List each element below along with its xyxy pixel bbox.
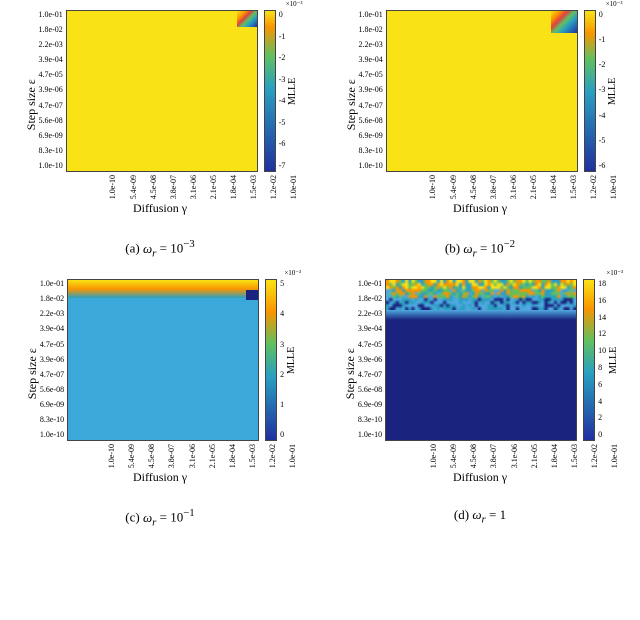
yticks-d: 1.0e-011.8e-022.2e-033.9e-044.7e-053.9e-… [358,279,385,439]
ylabel-a: Step size ε [22,10,39,199]
xlabel-c: Diffusion γ [133,470,187,485]
caption-d: (d) ωr = 1 [454,507,506,526]
cbar-label-a: MLLE [287,10,298,172]
caption-b: (b) ωr = 10−2 [445,238,515,259]
yticks-c: 1.0e-011.8e-022.2e-033.9e-044.7e-053.9e-… [40,279,67,439]
top-band-c [68,280,258,298]
cbar-ticks-c: 543210 [280,279,284,439]
colorbar-b [584,10,596,172]
colorbar-d [583,279,595,441]
xticks-c: 1.0e-105.4e-094.5e-083.8e-073.1e-062.1e-… [107,444,297,468]
cbar-ticks-d: 181614121086420 [598,279,606,439]
figure-grid: Step size ε 1.0e-011.8e-022.2e-033.9e-04… [10,10,630,528]
ylabel-d: Step size ε [341,279,358,468]
panel-a: Step size ε 1.0e-011.8e-022.2e-033.9e-04… [10,10,310,259]
corner-feature-a [237,11,257,27]
panel-c: Step size ε 1.0e-011.8e-022.2e-033.9e-04… [10,279,310,528]
xticks-b: 1.0e-105.4e-094.5e-083.8e-073.1e-062.1e-… [428,175,618,199]
cbar-label-b: MLLE [607,10,618,172]
heatmap-d [385,279,577,441]
heatmap-a [66,10,258,172]
xlabel-b: Diffusion γ [453,201,507,216]
yticks-a: 1.0e-011.8e-022.2e-033.9e-044.7e-053.9e-… [39,10,66,170]
colorbar-c [265,279,277,441]
heatmap-c [67,279,259,441]
caption-a: (a) ωr = 10−3 [125,238,194,259]
panel-b: Step size ε 1.0e-011.8e-022.2e-033.9e-04… [330,10,630,259]
ylabel-c: Step size ε [23,279,40,468]
cbar-ticks-b: 0-1-2-3-4-5-6 [599,10,606,170]
cbar-label-c: MLLE [286,279,297,441]
cbar-exp-d: ×10⁻³ [606,269,623,277]
panel-d: Step size ε 1.0e-011.8e-022.2e-033.9e-04… [330,279,630,528]
xlabel-a: Diffusion γ [133,201,187,216]
cbar-exp-c: ×10⁻³ [284,269,301,277]
fade-band-d [386,310,576,320]
xlabel-d: Diffusion γ [453,470,507,485]
cbar-label-d: MLLE [608,279,619,441]
xticks-d: 1.0e-105.4e-094.5e-083.8e-073.1e-062.1e-… [429,444,619,468]
ylabel-b: Step size ε [342,10,359,199]
caption-c: (c) ωr = 10−1 [125,507,194,528]
noise-band-d [386,280,576,310]
heatmap-b [386,10,578,172]
cbar-exp-a: ×10⁻³ [286,0,303,8]
corner-feature-b [551,11,577,33]
cbar-ticks-a: 0-1-2-3-4-5-6-7 [279,10,286,170]
cbar-exp-b: ×10⁻³ [606,0,623,8]
colorbar-a [264,10,276,172]
yticks-b: 1.0e-011.8e-022.2e-033.9e-044.7e-053.9e-… [359,10,386,170]
dark-spot-c [246,290,258,300]
xticks-a: 1.0e-105.4e-094.5e-083.8e-073.1e-062.1e-… [108,175,298,199]
